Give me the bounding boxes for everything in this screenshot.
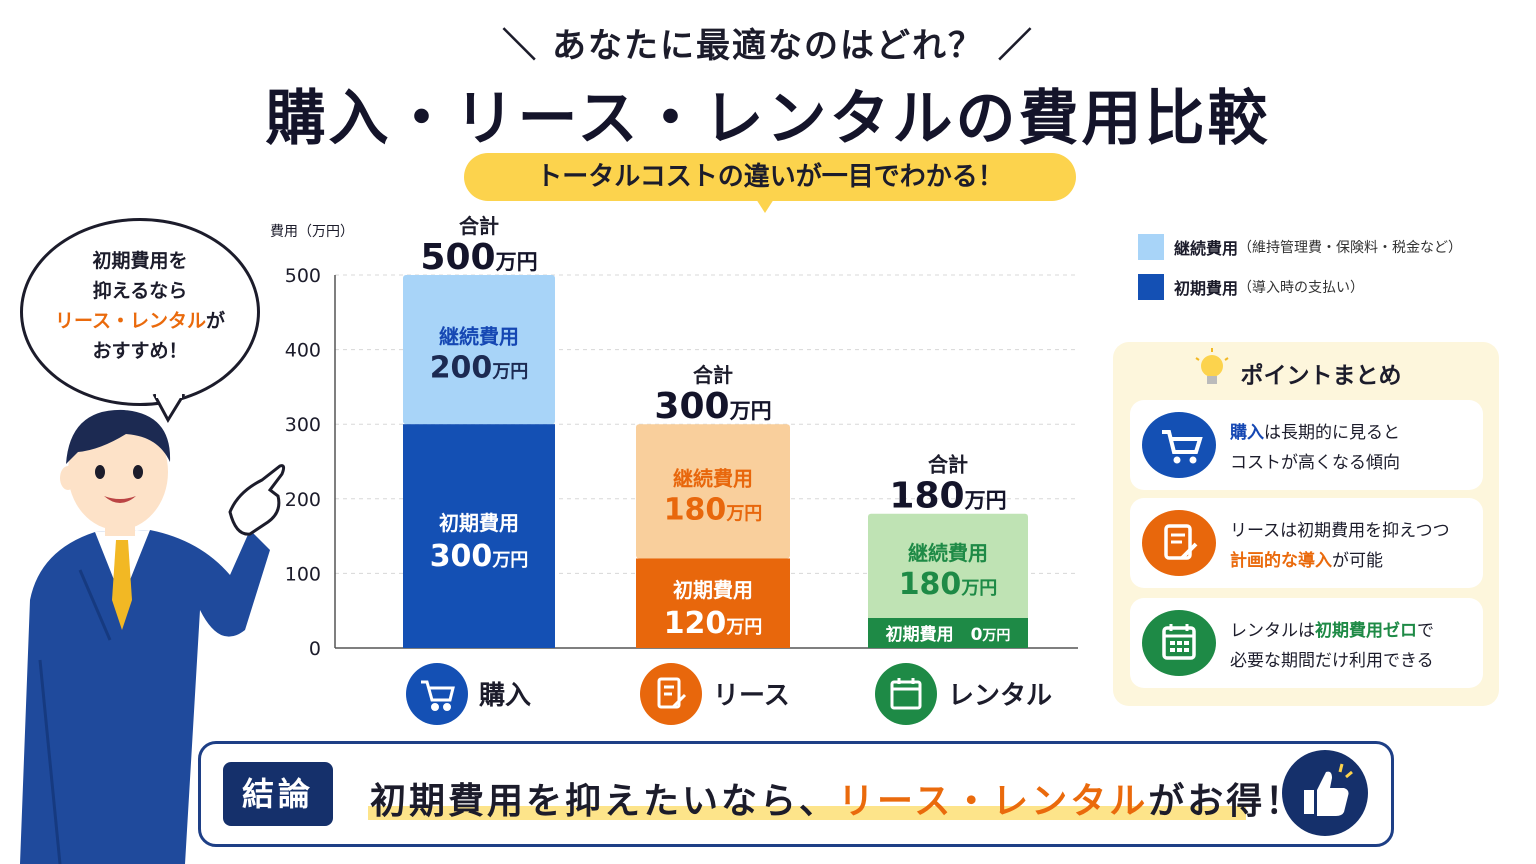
- legend-sub-continuing: （維持管理費・保険料・税金など）: [1238, 240, 1463, 256]
- bar-label-continuing-name: 継続費用: [908, 541, 988, 565]
- bar-initial-1: [636, 558, 790, 648]
- calendar-icon: [1142, 610, 1216, 676]
- bar-label-continuing-name: 継続費用: [439, 325, 519, 349]
- bubble-line-3-rest: が: [206, 310, 226, 332]
- bar-continuing-2: [868, 513, 1028, 648]
- point-highlight-rental: 初期費用ゼロ: [1315, 621, 1417, 641]
- y-tick-label: 200: [285, 489, 321, 511]
- speech-bubble: [20, 218, 260, 406]
- point-text-purchase: 購入は長期的に見ると コストが高くなる傾向: [1230, 418, 1480, 478]
- document-pen-icon: [1142, 510, 1216, 576]
- point-line-1a: は長期的に見ると: [1264, 423, 1400, 443]
- y-tick-label: 400: [285, 340, 321, 362]
- y-tick-label: 500: [285, 265, 321, 287]
- chart-labels: 0100200300400500継続費用200万円初期費用300万円合計500万…: [285, 214, 1052, 711]
- thumbs-up-icon: [1282, 750, 1368, 836]
- businessman-illustration: [20, 409, 286, 864]
- headline-pill: トータルコストの違いが一目でわかる！: [464, 153, 1076, 201]
- legend-swatch-initial: [1138, 274, 1164, 300]
- point-card-lease: リースは初期費用を抑えつつ 計画的な導入が可能: [1130, 498, 1483, 588]
- bar-total-value: 300万円: [654, 386, 771, 427]
- y-tick-label: 300: [285, 414, 321, 436]
- point-text-rental: レンタルは初期費用ゼロで 必要な期間だけ利用できる: [1230, 616, 1480, 676]
- y-tick-label: 100: [285, 563, 321, 585]
- point-line-2b: が可能: [1332, 551, 1383, 571]
- legend-label-initial: 初期費用: [1174, 279, 1239, 298]
- pointing-hand: [228, 464, 286, 536]
- bar-label-continuing-name: 継続費用: [673, 466, 753, 490]
- conclusion-text-highlight: リース・レンタル: [838, 781, 1149, 822]
- bubble-line-3: リース・レンタルが: [30, 306, 250, 336]
- point-line-3c: 必要な期間だけ利用できる: [1230, 651, 1434, 671]
- bubble-line-4: おすすめ！: [92, 340, 188, 362]
- bar-total-value: 500万円: [420, 237, 537, 278]
- point-line-3b: で: [1417, 621, 1434, 641]
- cart-wheel: [443, 703, 451, 711]
- pen-line: [671, 693, 687, 709]
- bubble-highlight: リース・レンタル: [54, 310, 207, 332]
- hair: [66, 409, 171, 464]
- bar-initial-0: [403, 424, 555, 648]
- point-line-2a: リースは初期費用を抑えつつ: [1230, 521, 1450, 541]
- point-highlight-lease: 計画的な導入: [1230, 551, 1332, 571]
- cart-icon: [1142, 412, 1216, 478]
- bar-initial-2: [868, 618, 1028, 648]
- pill-pointer: [756, 199, 774, 213]
- bar-label-continuing-value: 180万円: [899, 567, 998, 602]
- conclusion-highlight-marker: [368, 806, 1246, 820]
- category-icon-glyph: [657, 677, 687, 709]
- speech-bubble-tail: [152, 394, 186, 424]
- calendar-icon: [875, 663, 937, 725]
- lightbulb-icon: [1195, 348, 1229, 384]
- bar-continuing-1: [636, 424, 790, 559]
- point-line-1b: コストが高くなる傾向: [1230, 453, 1400, 473]
- point-text-lease: リースは初期費用を抑えつつ 計画的な導入が可能: [1230, 516, 1480, 576]
- legend-sub-initial: （導入時の支払い）: [1238, 280, 1365, 296]
- point-card-purchase: 購入は長期的に見ると コストが高くなる傾向: [1130, 400, 1483, 490]
- conclusion-text-before: 初期費用を抑えたいなら、: [370, 781, 839, 822]
- legend-initial: 初期費用 （導入時の支払い）: [1138, 274, 1364, 300]
- point-line-3a: レンタルは: [1230, 621, 1315, 641]
- conclusion-box: [198, 741, 1394, 847]
- bubble-line-2: 抑えるなら: [92, 280, 188, 302]
- legend-label-continuing: 継続費用: [1174, 239, 1239, 258]
- bar-label-initial-value: 120万円: [664, 606, 763, 641]
- category-label: リース: [713, 681, 790, 711]
- legend-swatch-continuing: [1138, 234, 1164, 260]
- cart-icon: [406, 663, 468, 725]
- bar-total-heading: 合計: [928, 453, 968, 477]
- bar-continuing-0: [403, 275, 555, 425]
- legend-continuing: 継続費用 （維持管理費・保険料・税金など）: [1138, 234, 1462, 260]
- bar-total-value: 180万円: [889, 476, 1006, 517]
- y-tick-label: 0: [309, 638, 321, 660]
- point-card-rental: レンタルは初期費用ゼロで 必要な期間だけ利用できる: [1130, 598, 1483, 688]
- bar-label-initial-name: 初期費用: [673, 578, 753, 602]
- cart-glyph: [421, 680, 455, 702]
- doc-glyph: [657, 677, 681, 709]
- category-label: 購入: [479, 681, 531, 711]
- conclusion-text: 初期費用を抑えたいなら、リース・レンタルがお得！: [370, 772, 1304, 824]
- category-icon-glyph: [421, 680, 455, 711]
- bar-label-initial-zero: 初期費用 0万円: [886, 624, 1011, 645]
- chart-bars: [403, 275, 1028, 725]
- category-icon-glyph: [890, 678, 922, 710]
- cost-comparison-chart: 費用（万円） 0100200300400500継続費用200万円初期費用300万…: [270, 214, 1078, 725]
- point-highlight-purchase: 購入: [1230, 423, 1264, 443]
- page-subtitle: ＼ あなたに最適なのはどれ？ ／: [502, 26, 1034, 66]
- page-title: 購入・リース・レンタルの費用比較: [265, 84, 1271, 154]
- points-title: ポイントまとめ: [1240, 363, 1402, 389]
- bar-label-initial-name: 初期費用: [439, 511, 519, 535]
- speech-bubble-text: 初期費用を 抑えるなら リース・レンタルが おすすめ！: [30, 246, 250, 366]
- bubble-line-1: 初期費用を: [92, 250, 188, 272]
- calendar-glyph: [890, 680, 922, 710]
- conclusion-text-after: がお得！: [1148, 781, 1305, 822]
- tie: [112, 540, 132, 630]
- suit: [20, 530, 270, 864]
- category-label: レンタル: [948, 681, 1052, 711]
- cart-wheel: [431, 703, 439, 711]
- bar-total-heading: 合計: [459, 214, 499, 238]
- conclusion-badge: 結論: [223, 762, 333, 826]
- bar-total-heading: 合計: [693, 363, 733, 387]
- y-axis-label: 費用（万円）: [270, 224, 354, 240]
